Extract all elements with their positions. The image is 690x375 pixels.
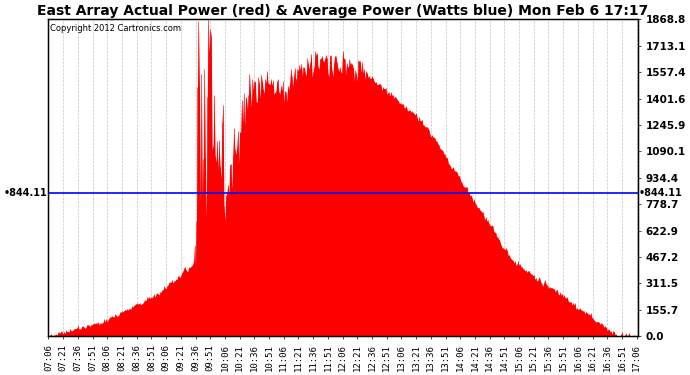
Text: •844.11: •844.11 [4, 188, 48, 198]
Title: East Array Actual Power (red) & Average Power (Watts blue) Mon Feb 6 17:17: East Array Actual Power (red) & Average … [37, 4, 649, 18]
Text: Copyright 2012 Cartronics.com: Copyright 2012 Cartronics.com [50, 24, 181, 33]
Text: •844.11: •844.11 [638, 188, 682, 198]
